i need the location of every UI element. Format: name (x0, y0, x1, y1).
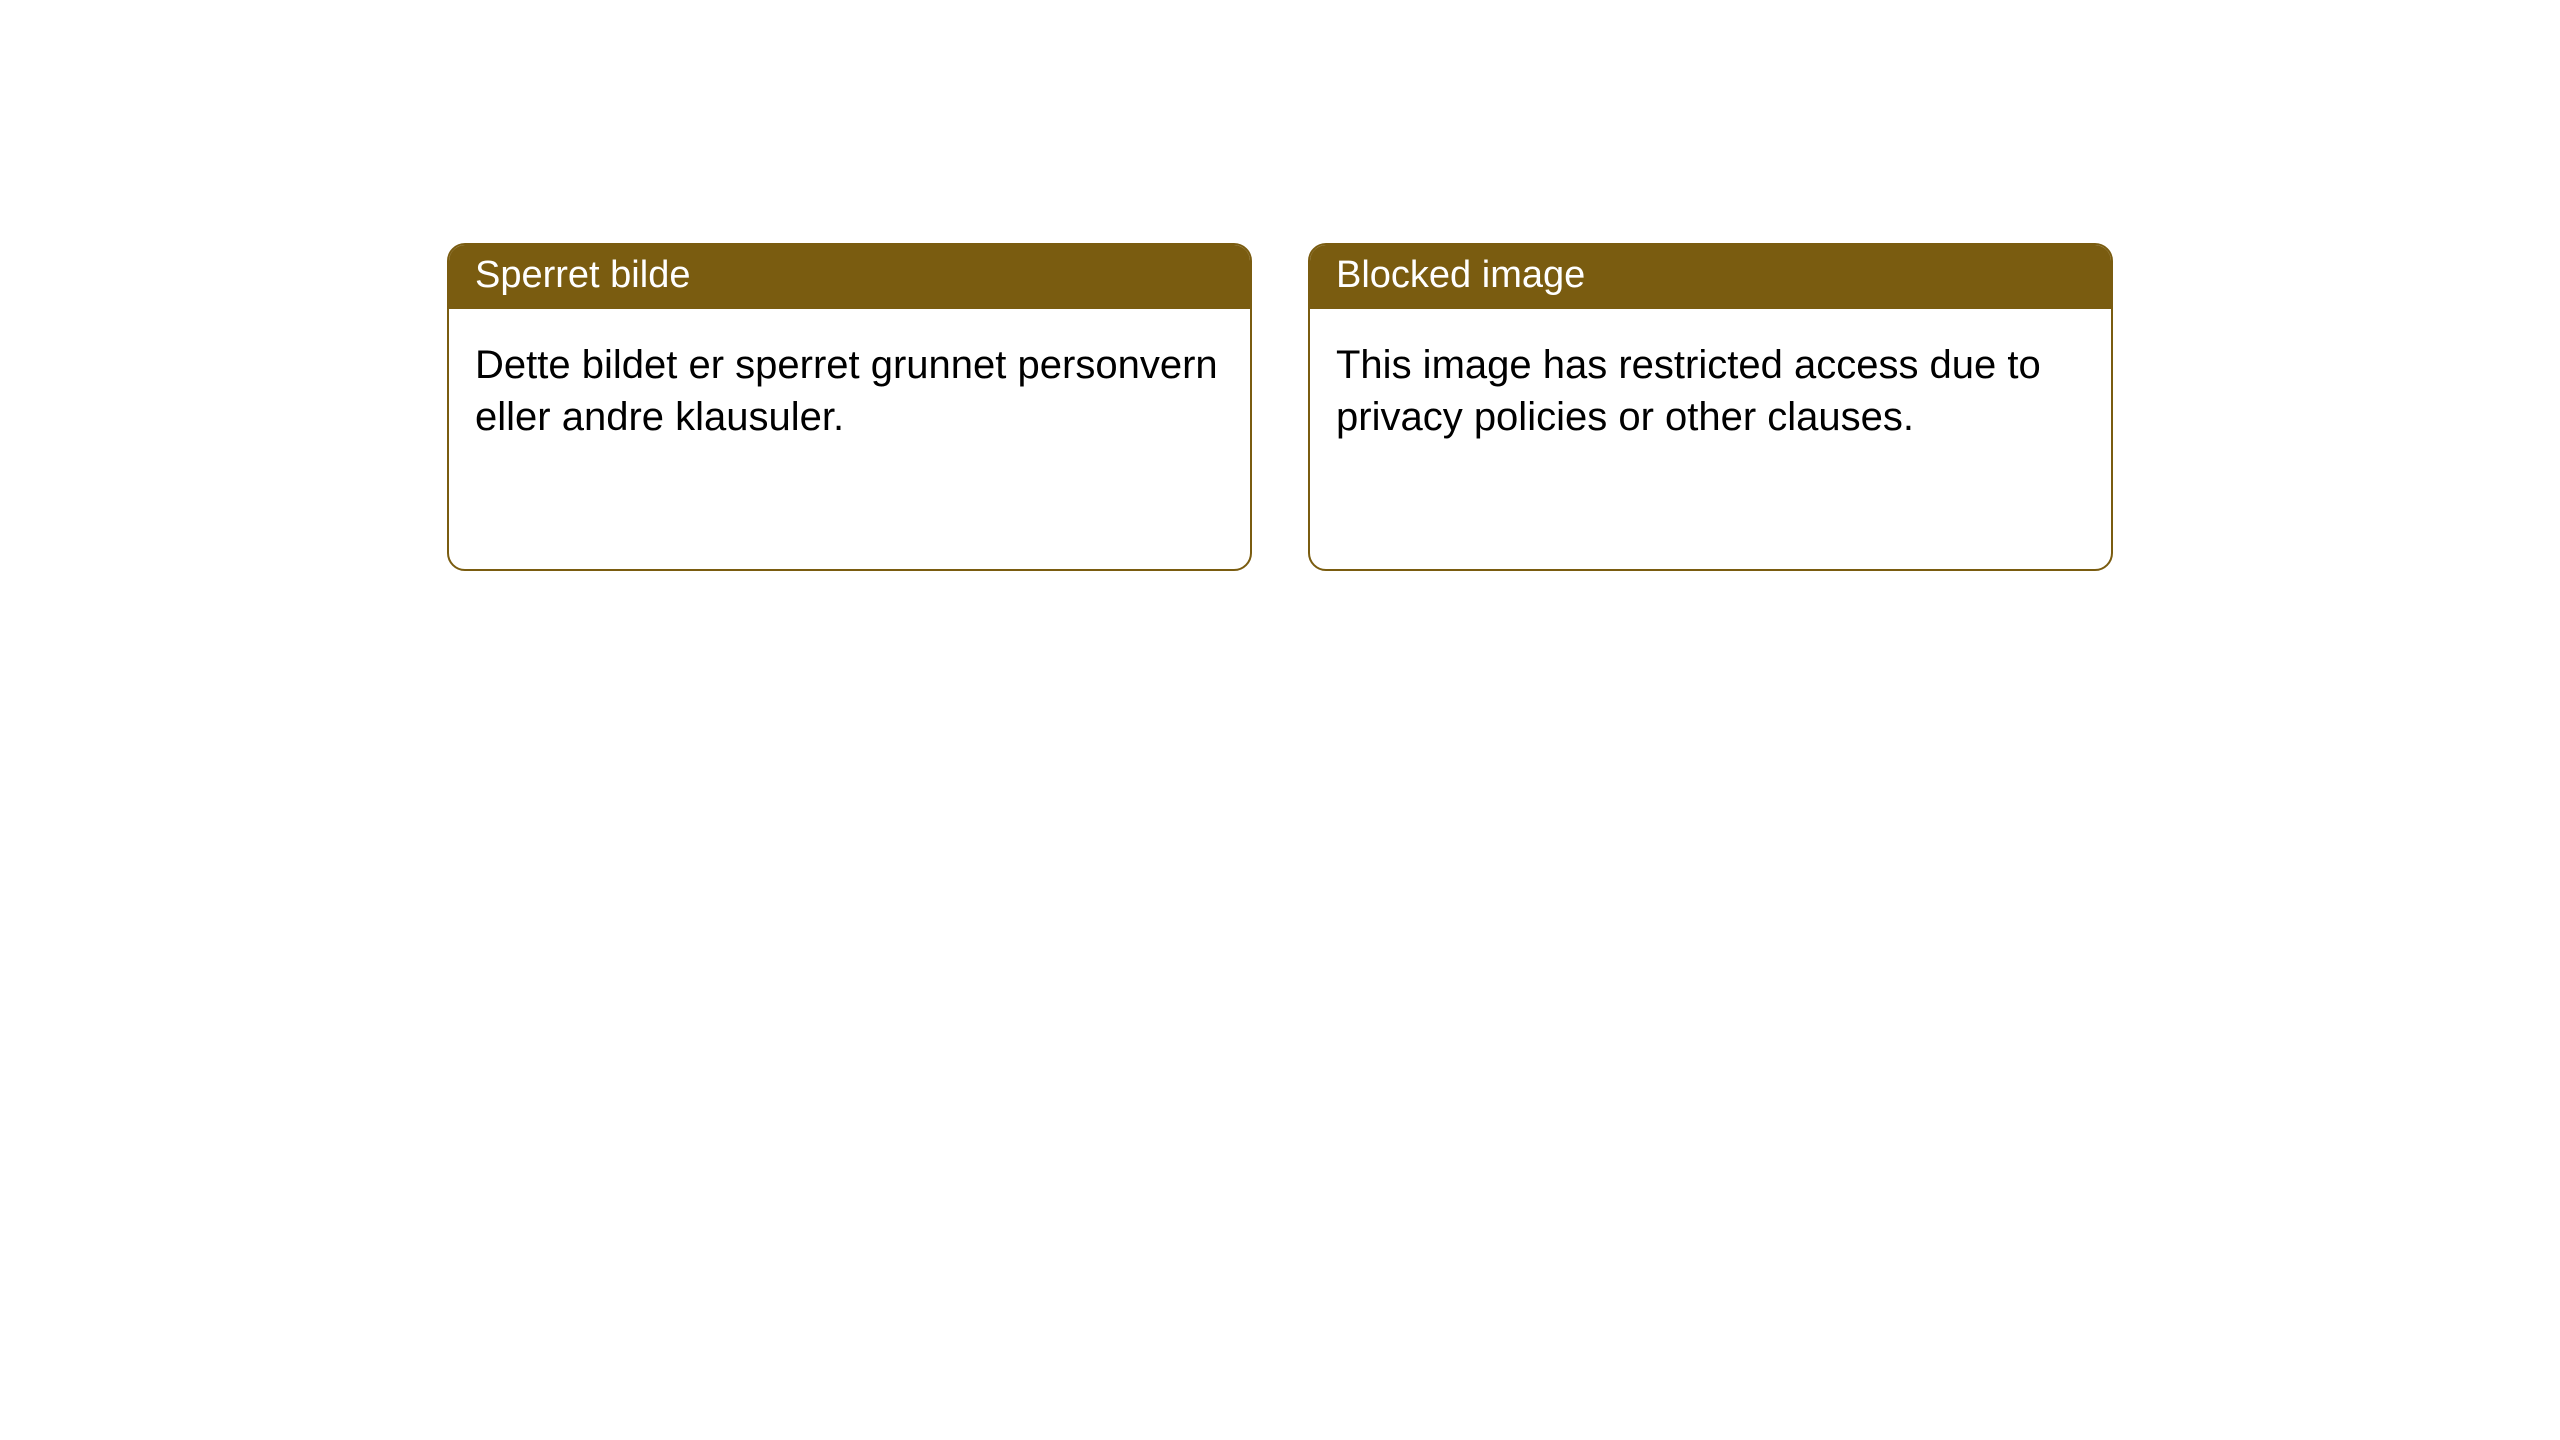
notice-body-text: This image has restricted access due to … (1336, 343, 2041, 439)
notice-card-norwegian: Sperret bilde Dette bildet er sperret gr… (447, 243, 1252, 571)
notice-body-norwegian: Dette bildet er sperret grunnet personve… (449, 309, 1250, 569)
notice-title: Blocked image (1336, 254, 1585, 296)
notice-header-english: Blocked image (1310, 245, 2111, 309)
notice-cards-container: Sperret bilde Dette bildet er sperret gr… (447, 243, 2113, 571)
notice-card-english: Blocked image This image has restricted … (1308, 243, 2113, 571)
notice-title: Sperret bilde (475, 254, 690, 296)
notice-header-norwegian: Sperret bilde (449, 245, 1250, 309)
notice-body-english: This image has restricted access due to … (1310, 309, 2111, 569)
notice-body-text: Dette bildet er sperret grunnet personve… (475, 343, 1218, 439)
